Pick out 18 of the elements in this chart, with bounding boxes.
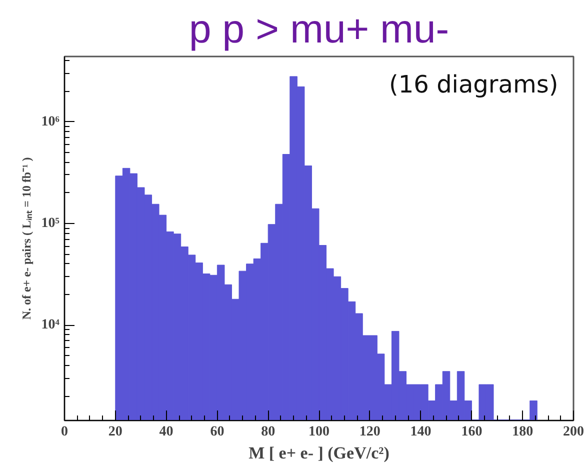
- annotation: (16 diagrams): [389, 70, 558, 98]
- y-tick-label: 10⁶: [41, 114, 60, 130]
- y-tick-label: 10⁵: [41, 216, 60, 231]
- x-tick-label: 40: [159, 424, 174, 440]
- x-tick-label: 160: [461, 424, 482, 440]
- x-tick-label: 80: [261, 424, 276, 440]
- x-tick-label: 0: [61, 424, 68, 440]
- x-tick-label: 180: [512, 424, 534, 440]
- y-tick-label: 10⁴: [41, 318, 60, 333]
- x-tick-label: 60: [210, 424, 224, 440]
- x-tick-label: 200: [563, 424, 584, 440]
- x-tick-label: 100: [308, 424, 330, 440]
- x-tick-label: 120: [359, 424, 380, 440]
- x-tick-label: 140: [410, 424, 432, 440]
- y-axis-title: N. of e+ e- pairs ( Lᵢₙₜ = 10 fb⁻¹ ): [19, 157, 34, 320]
- chart-title: p p > mu+ mu-: [188, 8, 450, 52]
- x-axis-title: M [ e+ e- ] (GeV/c²): [248, 444, 390, 462]
- x-tick-label: 20: [108, 424, 122, 440]
